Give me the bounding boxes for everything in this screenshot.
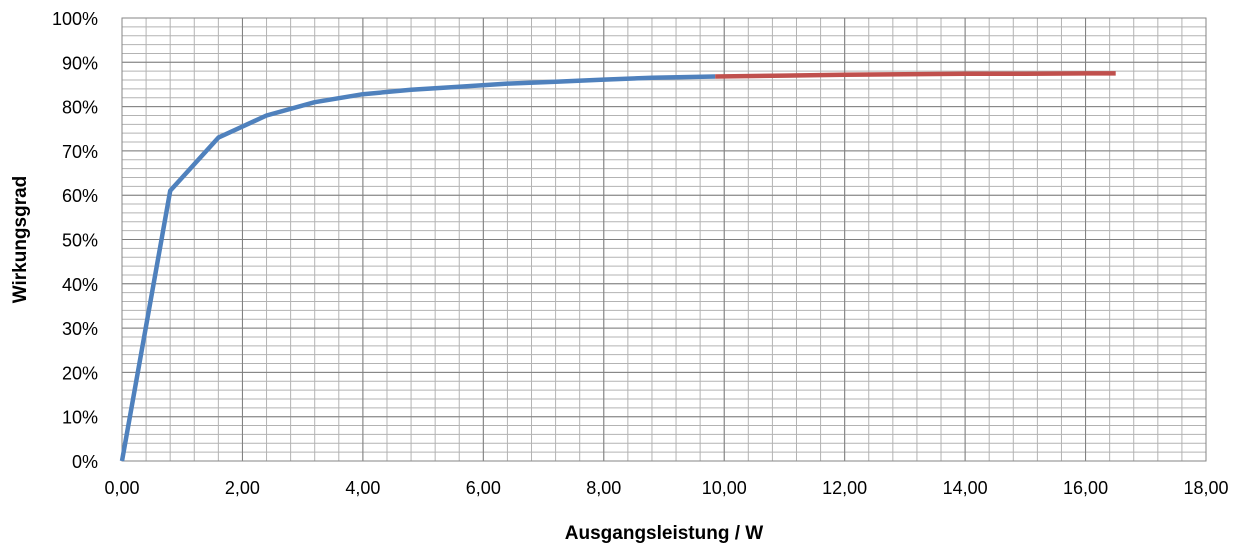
y-tick-label: 0% xyxy=(72,452,98,472)
x-tick-label: 16,00 xyxy=(1063,478,1108,498)
x-axis-title: Ausgangsleistung / W xyxy=(565,523,764,544)
y-axis-tick-labels: 0% 10% 20% 30% 40% 50% 60% 70% 80% 90% 100% xyxy=(52,9,98,472)
y-tick-label: 80% xyxy=(62,98,98,118)
x-tick-label: 10,00 xyxy=(702,478,747,498)
x-tick-label: 2,00 xyxy=(225,478,260,498)
x-axis-tick-labels: 0,00 2,00 4,00 6,00 8,00 10,00 12,00 14,00 16,00… xyxy=(104,478,1228,498)
major-gridlines xyxy=(122,18,1206,461)
series-line-1 xyxy=(119,74,716,462)
x-tick-label: 12,00 xyxy=(822,478,867,498)
y-tick-label: 10% xyxy=(62,408,98,428)
plot-area-frame xyxy=(121,17,1207,462)
series-lines xyxy=(119,71,1116,462)
y-tick-label: 30% xyxy=(62,319,98,339)
y-tick-label: 40% xyxy=(62,275,98,295)
x-tick-label: 0,00 xyxy=(104,478,139,498)
x-tick-label: 6,00 xyxy=(466,478,501,498)
y-tick-label: 70% xyxy=(62,142,98,162)
y-tick-label: 50% xyxy=(62,231,98,251)
y-tick-label: 60% xyxy=(62,186,98,206)
x-tick-label: 14,00 xyxy=(943,478,988,498)
y-axis-title: Wirkungsgrad xyxy=(10,176,31,304)
x-tick-label: 18,00 xyxy=(1183,478,1228,498)
series-line-2 xyxy=(715,71,1116,79)
x-tick-label: 4,00 xyxy=(345,478,380,498)
y-tick-label: 90% xyxy=(62,53,98,73)
x-tick-label: 8,00 xyxy=(586,478,621,498)
y-tick-label: 20% xyxy=(62,363,98,383)
y-tick-label: 100% xyxy=(52,9,98,29)
